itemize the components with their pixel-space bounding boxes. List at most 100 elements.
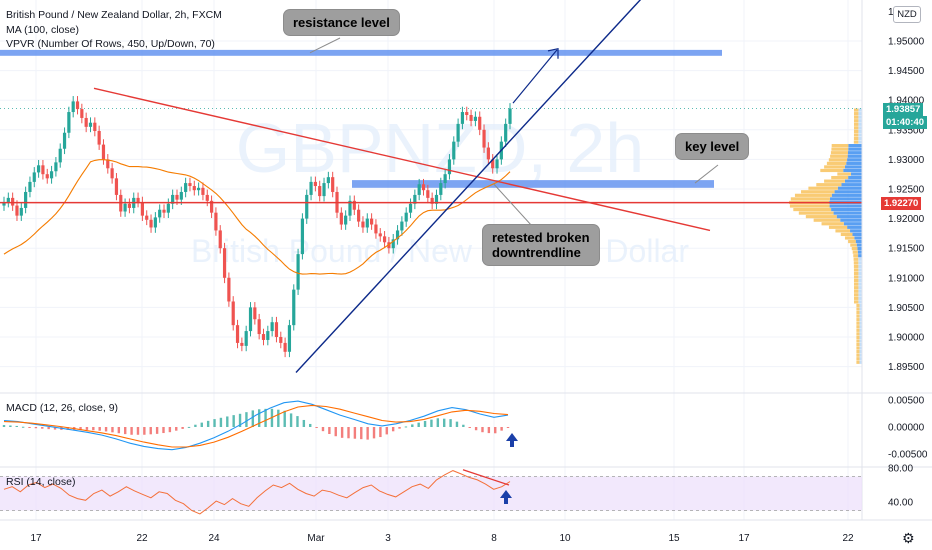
volume-row-up bbox=[834, 190, 862, 194]
candle-body bbox=[391, 239, 395, 249]
candle bbox=[426, 184, 430, 204]
volume-row-up bbox=[858, 254, 862, 258]
candle-body bbox=[382, 236, 387, 243]
volume-row-up bbox=[859, 325, 862, 329]
macd-legend[interactable]: MACD (12, 26, close, 9) bbox=[6, 402, 119, 414]
volume-row-down bbox=[789, 204, 830, 208]
volume-row-up bbox=[854, 236, 862, 240]
candle-body bbox=[486, 147, 490, 160]
volume-row-up bbox=[858, 140, 862, 144]
candle-body bbox=[231, 301, 235, 326]
macd-tick-label: -0.00500 bbox=[888, 450, 928, 461]
candle-body bbox=[495, 159, 499, 169]
candle-body bbox=[434, 194, 439, 204]
rsi-legend[interactable]: RSI (14, close) bbox=[6, 476, 76, 488]
volume-row-up bbox=[857, 247, 862, 251]
volume-row-up bbox=[858, 136, 862, 141]
candle-body bbox=[240, 342, 244, 346]
candle-body bbox=[71, 101, 75, 113]
macd-bar bbox=[404, 426, 408, 428]
candle-body bbox=[456, 123, 460, 142]
macd-histogram bbox=[2, 408, 510, 440]
candle-body bbox=[162, 209, 166, 213]
macd-bar bbox=[353, 427, 357, 439]
candle-body bbox=[257, 319, 261, 335]
macd-bar bbox=[474, 427, 478, 431]
vpvr-legend[interactable]: VPVR (Number Of Rows, 450, Up/Down, 70) bbox=[6, 38, 215, 50]
volume-row-down bbox=[853, 264, 859, 268]
candle bbox=[257, 313, 261, 340]
candle-body bbox=[339, 212, 343, 225]
candle bbox=[365, 213, 369, 233]
candle bbox=[421, 178, 426, 196]
candle-body bbox=[447, 159, 452, 175]
macd-bar bbox=[277, 409, 280, 427]
candle bbox=[261, 328, 266, 346]
candle bbox=[408, 198, 413, 219]
downtrend-line bbox=[93, 87, 711, 232]
macd-bar bbox=[85, 427, 89, 430]
candle-body bbox=[218, 230, 222, 249]
candle-body bbox=[140, 202, 144, 216]
volume-row-down bbox=[794, 193, 832, 197]
candle-body bbox=[153, 217, 157, 228]
volume-row-down bbox=[856, 339, 860, 343]
candle-body bbox=[114, 178, 119, 195]
volume-row-up bbox=[829, 204, 862, 208]
volume-row-up bbox=[831, 207, 862, 212]
candle-body bbox=[292, 289, 296, 326]
retest-callout-pointer bbox=[493, 183, 533, 227]
volume-row-down bbox=[856, 328, 860, 332]
candle bbox=[460, 106, 465, 130]
candle bbox=[15, 200, 19, 221]
candle-body bbox=[158, 209, 162, 218]
candle-body bbox=[75, 101, 80, 110]
volume-row-up bbox=[859, 318, 862, 322]
volume-row-down bbox=[835, 229, 851, 233]
candle bbox=[300, 213, 305, 260]
volume-row-down bbox=[837, 172, 851, 176]
time-tick-label: 8 bbox=[491, 533, 497, 544]
candle bbox=[214, 207, 218, 236]
time-tick-label: 17 bbox=[30, 533, 42, 544]
volume-row-up bbox=[859, 350, 862, 354]
candle bbox=[227, 272, 231, 307]
candle-body bbox=[352, 200, 356, 210]
volume-row-up bbox=[831, 193, 862, 197]
candle bbox=[67, 106, 71, 139]
candle bbox=[62, 127, 67, 155]
macd-bar bbox=[194, 424, 197, 427]
candle bbox=[374, 219, 378, 239]
volume-row-down bbox=[853, 268, 859, 272]
macd-bar bbox=[149, 427, 152, 435]
candle-body bbox=[32, 172, 36, 182]
volume-row-down bbox=[853, 289, 859, 293]
candle bbox=[456, 118, 460, 147]
volume-row-down bbox=[831, 175, 849, 180]
candle bbox=[231, 296, 235, 331]
candle bbox=[430, 192, 434, 210]
candle bbox=[357, 204, 361, 227]
projection-arrow-line bbox=[512, 49, 558, 104]
volume-row-down bbox=[853, 129, 859, 133]
currency-button[interactable]: NZD bbox=[893, 6, 921, 23]
ma-legend[interactable]: MA (100, close) bbox=[6, 24, 79, 36]
volume-row-up bbox=[859, 310, 862, 315]
candle bbox=[348, 195, 352, 221]
volume-row-down bbox=[821, 222, 844, 226]
candle bbox=[84, 112, 88, 133]
candle-body bbox=[283, 342, 287, 352]
candle-body bbox=[400, 221, 404, 231]
candle-body bbox=[214, 212, 218, 231]
macd-up-arrow bbox=[506, 433, 518, 447]
candle bbox=[434, 189, 439, 210]
macd-bar bbox=[124, 427, 127, 435]
candle-body bbox=[123, 203, 127, 212]
volume-row-up bbox=[858, 286, 862, 290]
candle bbox=[322, 177, 326, 202]
candle-body bbox=[348, 200, 352, 216]
watermark-name: British Pound / New Zealand Dollar bbox=[191, 233, 689, 269]
candle bbox=[331, 171, 335, 198]
volume-row-down bbox=[853, 286, 859, 290]
countdown-badge: 01:40:40 bbox=[883, 116, 928, 129]
